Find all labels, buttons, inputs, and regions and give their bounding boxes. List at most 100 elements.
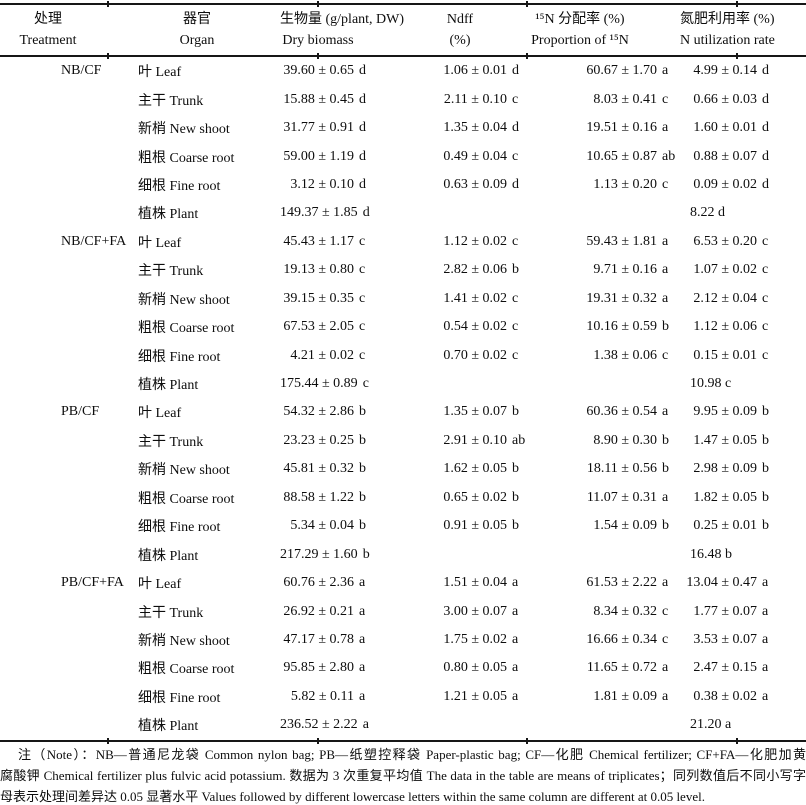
utilization-cell: 13.04 ± 0.47 a — [680, 575, 780, 591]
col-header-proportion: ¹⁵N 分配率 (%) Proportion of ¹⁵N — [530, 5, 680, 55]
significance-letter: c — [662, 91, 669, 107]
value-text: 175.44 ± 0.89 — [280, 376, 358, 392]
col-header-treatment: 处理 Treatment — [0, 5, 137, 55]
significance-letter: b — [359, 461, 366, 477]
value-text: 31.77 ± 0.91 — [283, 120, 354, 136]
value-text: 0.88 ± 0.07 — [693, 148, 757, 164]
significance-letter: c — [512, 233, 519, 249]
significance-letter: a — [762, 688, 769, 704]
value-text: 1.82 ± 0.05 — [693, 489, 757, 505]
table-row: PB/CF+FA 叶 Leaf 60.76 ± 2.36 a 1.51 ± 0.04 a 6… — [0, 569, 806, 597]
value-text: 10.16 ± 0.59 — [586, 319, 657, 335]
significance-letter: a — [359, 575, 366, 591]
organ-cell: 主干 Trunk — [138, 264, 204, 280]
significance-letter: b — [359, 489, 366, 505]
significance-letter: d — [359, 120, 366, 136]
proportion-cell: 1.13 ± 0.20 c — [530, 177, 680, 193]
significance-letter: a — [662, 262, 669, 278]
utilization-cell: 1.47 ± 0.05 b — [680, 433, 780, 449]
significance-letter: c — [662, 347, 669, 363]
header-en: Organ — [179, 33, 215, 48]
organ-cell: 粗根 Coarse root — [138, 150, 235, 166]
value-text: 61.53 ± 2.22 — [586, 575, 657, 591]
table-row: NB/CF+FA 叶 Leaf 45.43 ± 1.17 c 1.12 ± 0.02 c 5… — [0, 228, 806, 256]
value-text: 0.54 ± 0.02 — [443, 319, 507, 335]
biomass-cell: 59.00 ± 1.19 d — [280, 149, 377, 165]
significance-letter: b — [662, 461, 669, 477]
proportion-cell: 1.54 ± 0.09 b — [530, 518, 680, 534]
proportion-cell: 9.71 ± 0.16 a — [530, 262, 680, 278]
significance-letter: a — [662, 489, 669, 505]
utilization-cell: 3.53 ± 0.07 a — [680, 632, 780, 648]
value-text: 0.49 ± 0.04 — [443, 148, 507, 164]
column-tick — [736, 53, 738, 59]
utilization-cell: 6.53 ± 0.20 c — [680, 234, 780, 250]
column-tick — [736, 737, 738, 744]
footnote-line: 母表示处理间差异达 0.05 显著水平 Values followed by d… — [0, 788, 705, 804]
column-tick — [317, 1, 319, 7]
value-text: 59.00 ± 1.19 — [283, 148, 354, 164]
utilization-cell: 1.82 ± 0.05 b — [680, 490, 780, 506]
value-text: 1.51 ± 0.04 — [443, 575, 507, 591]
header-en: Proportion of ¹⁵N — [531, 33, 629, 48]
significance-letter: d — [362, 205, 370, 221]
proportion-cell: 1.81 ± 0.09 a — [530, 689, 680, 705]
organ-cell: 主干 Trunk — [138, 605, 204, 621]
value-text: 0.66 ± 0.03 — [693, 91, 757, 107]
significance-letter: c — [359, 319, 366, 335]
value-text: 1.12 ± 0.06 — [693, 319, 757, 335]
footnote-line: 腐酸钾 Chemical fertilizer plus fulvic acid… — [0, 767, 806, 783]
significance-letter: a — [662, 63, 669, 79]
biomass-cell: 95.85 ± 2.80 a — [280, 660, 377, 676]
significance-letter: b — [662, 319, 669, 335]
significance-letter: a — [359, 660, 366, 676]
significance-letter: b — [762, 461, 769, 477]
biomass-cell: 39.60 ± 0.65 d — [280, 63, 377, 79]
table-row: 粗根 Coarse root 95.85 ± 2.80 a 0.80 ± 0.05 a 1… — [0, 654, 806, 682]
significance-letter: a — [662, 290, 669, 306]
significance-letter: a — [512, 575, 519, 591]
value-text: 1.12 ± 0.02 — [443, 233, 507, 249]
table-header-rule — [0, 53, 806, 59]
utilization-cell: 0.38 ± 0.02 a — [680, 689, 780, 705]
value-text: 2.12 ± 0.04 — [693, 290, 757, 306]
utilization-cell: 2.12 ± 0.04 c — [680, 291, 780, 307]
ndff-cell: 0.54 ± 0.02 c — [377, 319, 530, 335]
column-tick — [736, 1, 738, 7]
table-row: PB/CF 叶 Leaf 54.32 ± 2.86 b 1.35 ± 0.07 b 60.3… — [0, 398, 806, 426]
significance-letter: c — [512, 290, 519, 306]
value-text: 1.35 ± 0.07 — [443, 404, 507, 420]
col-header-organ: 器官 Organ — [137, 5, 280, 55]
organ-cell: 主干 Trunk — [138, 434, 204, 450]
table-row: 植株 Plant 236.52 ± 2.22 a 21.20 a — [0, 711, 806, 739]
value-text: 2.91 ± 0.10 — [443, 432, 507, 448]
significance-letter: a — [762, 660, 769, 676]
significance-letter: b — [359, 518, 366, 534]
value-text: 13.04 ± 0.47 — [686, 575, 757, 591]
significance-letter: c — [762, 347, 769, 363]
ndff-cell: 1.21 ± 0.05 a — [377, 689, 530, 705]
value-text: 3.53 ± 0.07 — [693, 631, 757, 647]
footnote-line: 注（Note）：NB—普通尼龙袋 Common nylon bag; PB—纸塑… — [18, 746, 806, 762]
value-text: 19.31 ± 0.32 — [586, 290, 657, 306]
significance-letter: c — [762, 319, 769, 335]
column-tick — [317, 737, 319, 744]
organ-cell: 新梢 New shoot — [138, 633, 230, 649]
table-row: 细根 Fine root 3.12 ± 0.10 d 0.63 ± 0.09 d 1.13… — [0, 171, 806, 199]
value-text: 0.25 ± 0.01 — [693, 518, 757, 534]
biomass-cell: 39.15 ± 0.35 c — [280, 291, 377, 307]
significance-letter: a — [762, 575, 769, 591]
biomass-cell: 19.13 ± 0.80 c — [280, 262, 377, 278]
header-zh: ¹⁵N 分配率 (%) — [535, 12, 625, 27]
table-row: NB/CF 叶 Leaf 39.60 ± 0.65 d 1.06 ± 0.01 d 60.6… — [0, 57, 806, 85]
table-row: 新梢 New shoot 47.17 ± 0.78 a 1.75 ± 0.02 a 16.… — [0, 626, 806, 654]
value-text: 26.92 ± 0.21 — [283, 603, 354, 619]
header-en: N utilization rate — [680, 33, 775, 48]
col-header-utilization: 氮肥利用率 (%) N utilization rate — [680, 5, 780, 55]
table-row: 主干 Trunk 23.23 ± 0.25 b 2.91 ± 0.10 ab 8.90 ±… — [0, 427, 806, 455]
utilization-cell: 0.88 ± 0.07 d — [680, 149, 780, 165]
ndff-cell: 1.62 ± 0.05 b — [377, 461, 530, 477]
ndff-cell: 1.51 ± 0.04 a — [377, 575, 530, 591]
header-zh: 器官 — [183, 12, 211, 27]
column-tick — [107, 53, 109, 59]
